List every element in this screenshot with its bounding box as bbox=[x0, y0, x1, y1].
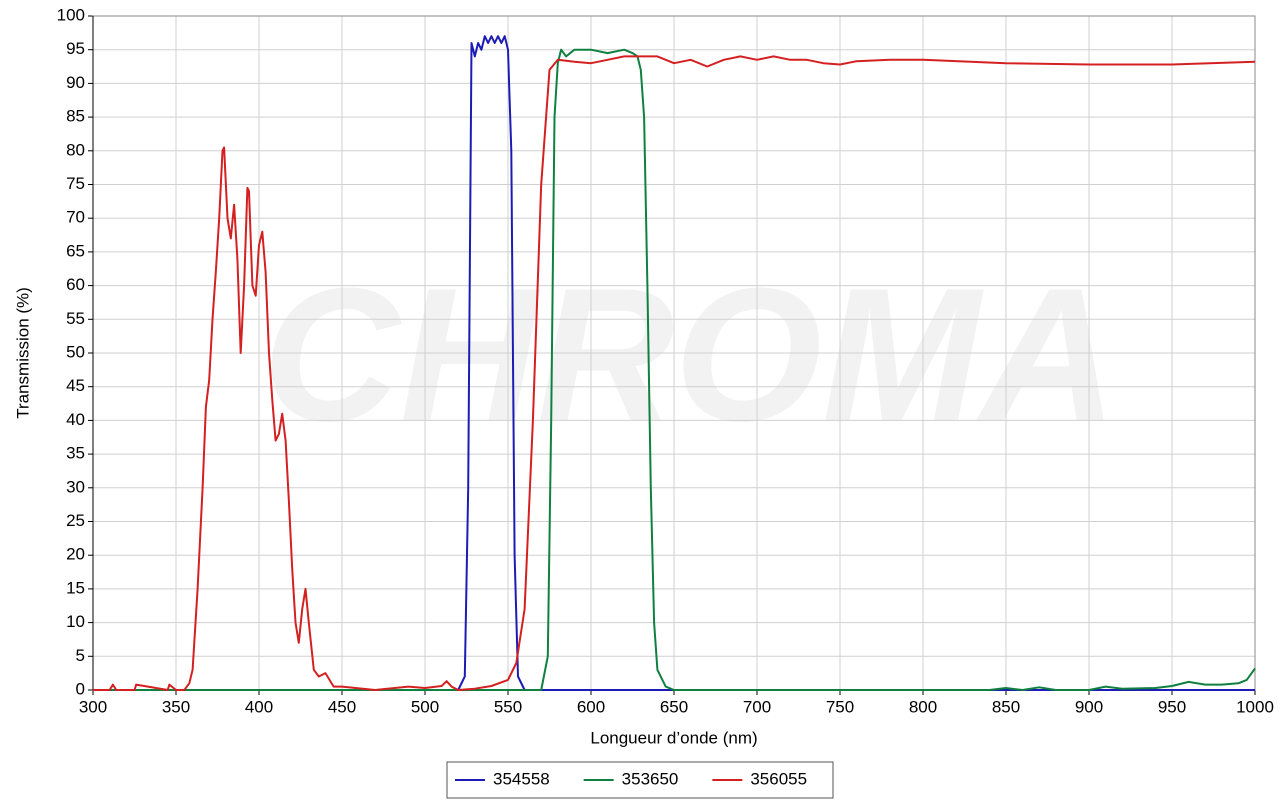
y-tick-label: 30 bbox=[66, 477, 85, 496]
y-tick-label: 65 bbox=[66, 241, 85, 260]
x-tick-label: 1000 bbox=[1236, 697, 1274, 716]
y-tick-label: 85 bbox=[66, 107, 85, 126]
y-axis-label: Transmission (%) bbox=[13, 287, 32, 419]
y-tick-label: 55 bbox=[66, 309, 85, 328]
x-tick-label: 750 bbox=[826, 697, 854, 716]
x-tick-label: 800 bbox=[909, 697, 937, 716]
x-tick-label: 450 bbox=[328, 697, 356, 716]
y-tick-label: 50 bbox=[66, 342, 85, 361]
x-tick-label: 550 bbox=[494, 697, 522, 716]
series-line bbox=[93, 35, 1255, 691]
x-tick-label: 850 bbox=[992, 697, 1020, 716]
y-tick-label: 100 bbox=[57, 5, 85, 24]
legend-label: 353650 bbox=[622, 769, 679, 788]
x-tick-label: 350 bbox=[162, 697, 190, 716]
x-tick-label: 600 bbox=[577, 697, 605, 716]
legend-label: 354558 bbox=[493, 769, 550, 788]
y-tick-label: 45 bbox=[66, 376, 85, 395]
x-tick-label: 300 bbox=[79, 697, 107, 716]
series-line bbox=[93, 55, 1256, 691]
y-tick-label: 80 bbox=[66, 140, 85, 159]
y-tick-label: 5 bbox=[76, 646, 85, 665]
x-tick-label: 650 bbox=[660, 697, 688, 716]
series-line bbox=[93, 48, 1256, 691]
y-tick-label: 75 bbox=[66, 174, 85, 193]
x-tick-label: 900 bbox=[1075, 697, 1103, 716]
y-tick-label: 60 bbox=[66, 275, 85, 294]
x-tick-label: 700 bbox=[743, 697, 771, 716]
y-tick-label: 70 bbox=[66, 208, 85, 227]
watermark: CHROMA bbox=[263, 249, 1118, 461]
x-axis-label: Longueur d’onde (nm) bbox=[590, 728, 757, 747]
x-tick-label: 950 bbox=[1158, 697, 1186, 716]
y-tick-label: 40 bbox=[66, 410, 85, 429]
y-tick-label: 35 bbox=[66, 444, 85, 463]
legend-label: 356055 bbox=[750, 769, 807, 788]
y-tick-label: 90 bbox=[66, 73, 85, 92]
y-tick-label: 20 bbox=[66, 545, 85, 564]
y-tick-label: 10 bbox=[66, 612, 85, 631]
y-tick-label: 15 bbox=[66, 578, 85, 597]
y-tick-label: 0 bbox=[76, 679, 85, 698]
x-tick-label: 500 bbox=[411, 697, 439, 716]
y-tick-label: 95 bbox=[66, 39, 85, 58]
x-tick-label: 400 bbox=[245, 697, 273, 716]
y-tick-label: 25 bbox=[66, 511, 85, 530]
legend-box bbox=[446, 761, 834, 799]
